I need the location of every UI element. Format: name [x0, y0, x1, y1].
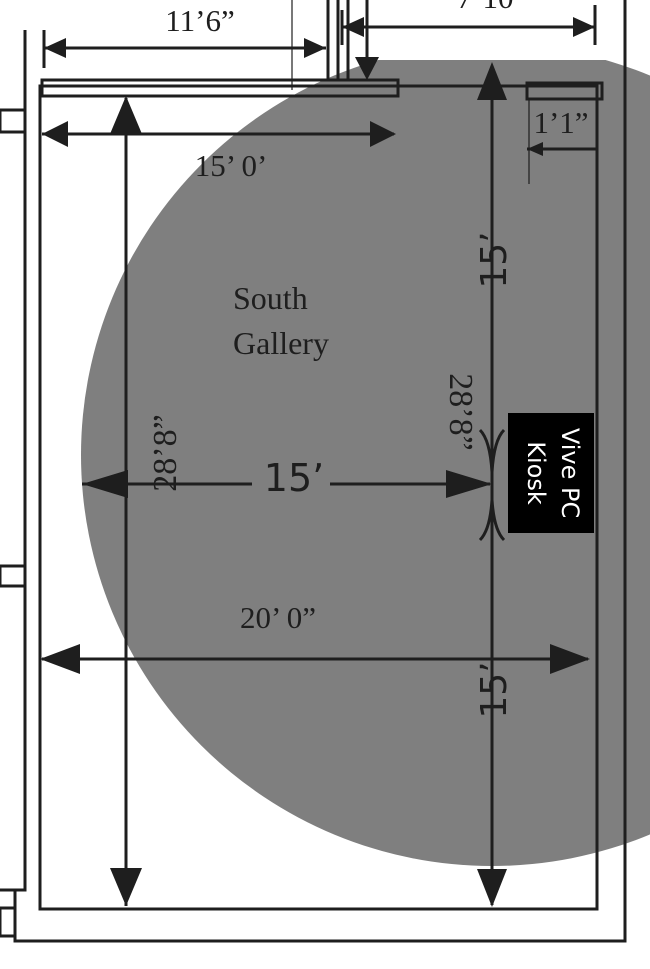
dim-label-top-left: 11’6”	[165, 3, 234, 38]
dim-label-room-width: 20’ 0”	[240, 600, 316, 635]
dim-label-full-height-left: 28’8”	[147, 414, 184, 491]
room-name-line2: Gallery	[233, 325, 329, 361]
room-outline	[38, 84, 599, 911]
wall-stub-2	[0, 564, 27, 588]
dim-label-radius-left: 15’	[264, 456, 324, 500]
dim-label-top-right: 7’10”	[457, 0, 528, 15]
top-left-partition	[40, 78, 400, 98]
room-name-line1: South	[233, 280, 308, 316]
tracking-area-circle	[81, 60, 650, 866]
kiosk-label-line2: Kiosk	[522, 441, 550, 505]
top-right-partition	[525, 81, 604, 101]
dimension-lines	[40, 0, 597, 907]
dim-label-inner-width: 15’ 0’	[195, 148, 268, 183]
dim-label-radius-down: 15’	[474, 661, 515, 718]
dim-label-wall-offset: 1’1”	[533, 105, 588, 140]
dim-label-radius-up: 15’	[474, 231, 515, 288]
walls	[0, 0, 627, 943]
wall-stub-3	[0, 906, 17, 938]
outer-wall-left	[0, 30, 27, 892]
kiosk-box	[508, 413, 594, 533]
wall-stub-1	[0, 108, 27, 134]
dim-label-full-height-center: 28’8”	[442, 373, 479, 450]
kiosk-label-line1: Vive PC	[556, 428, 584, 518]
